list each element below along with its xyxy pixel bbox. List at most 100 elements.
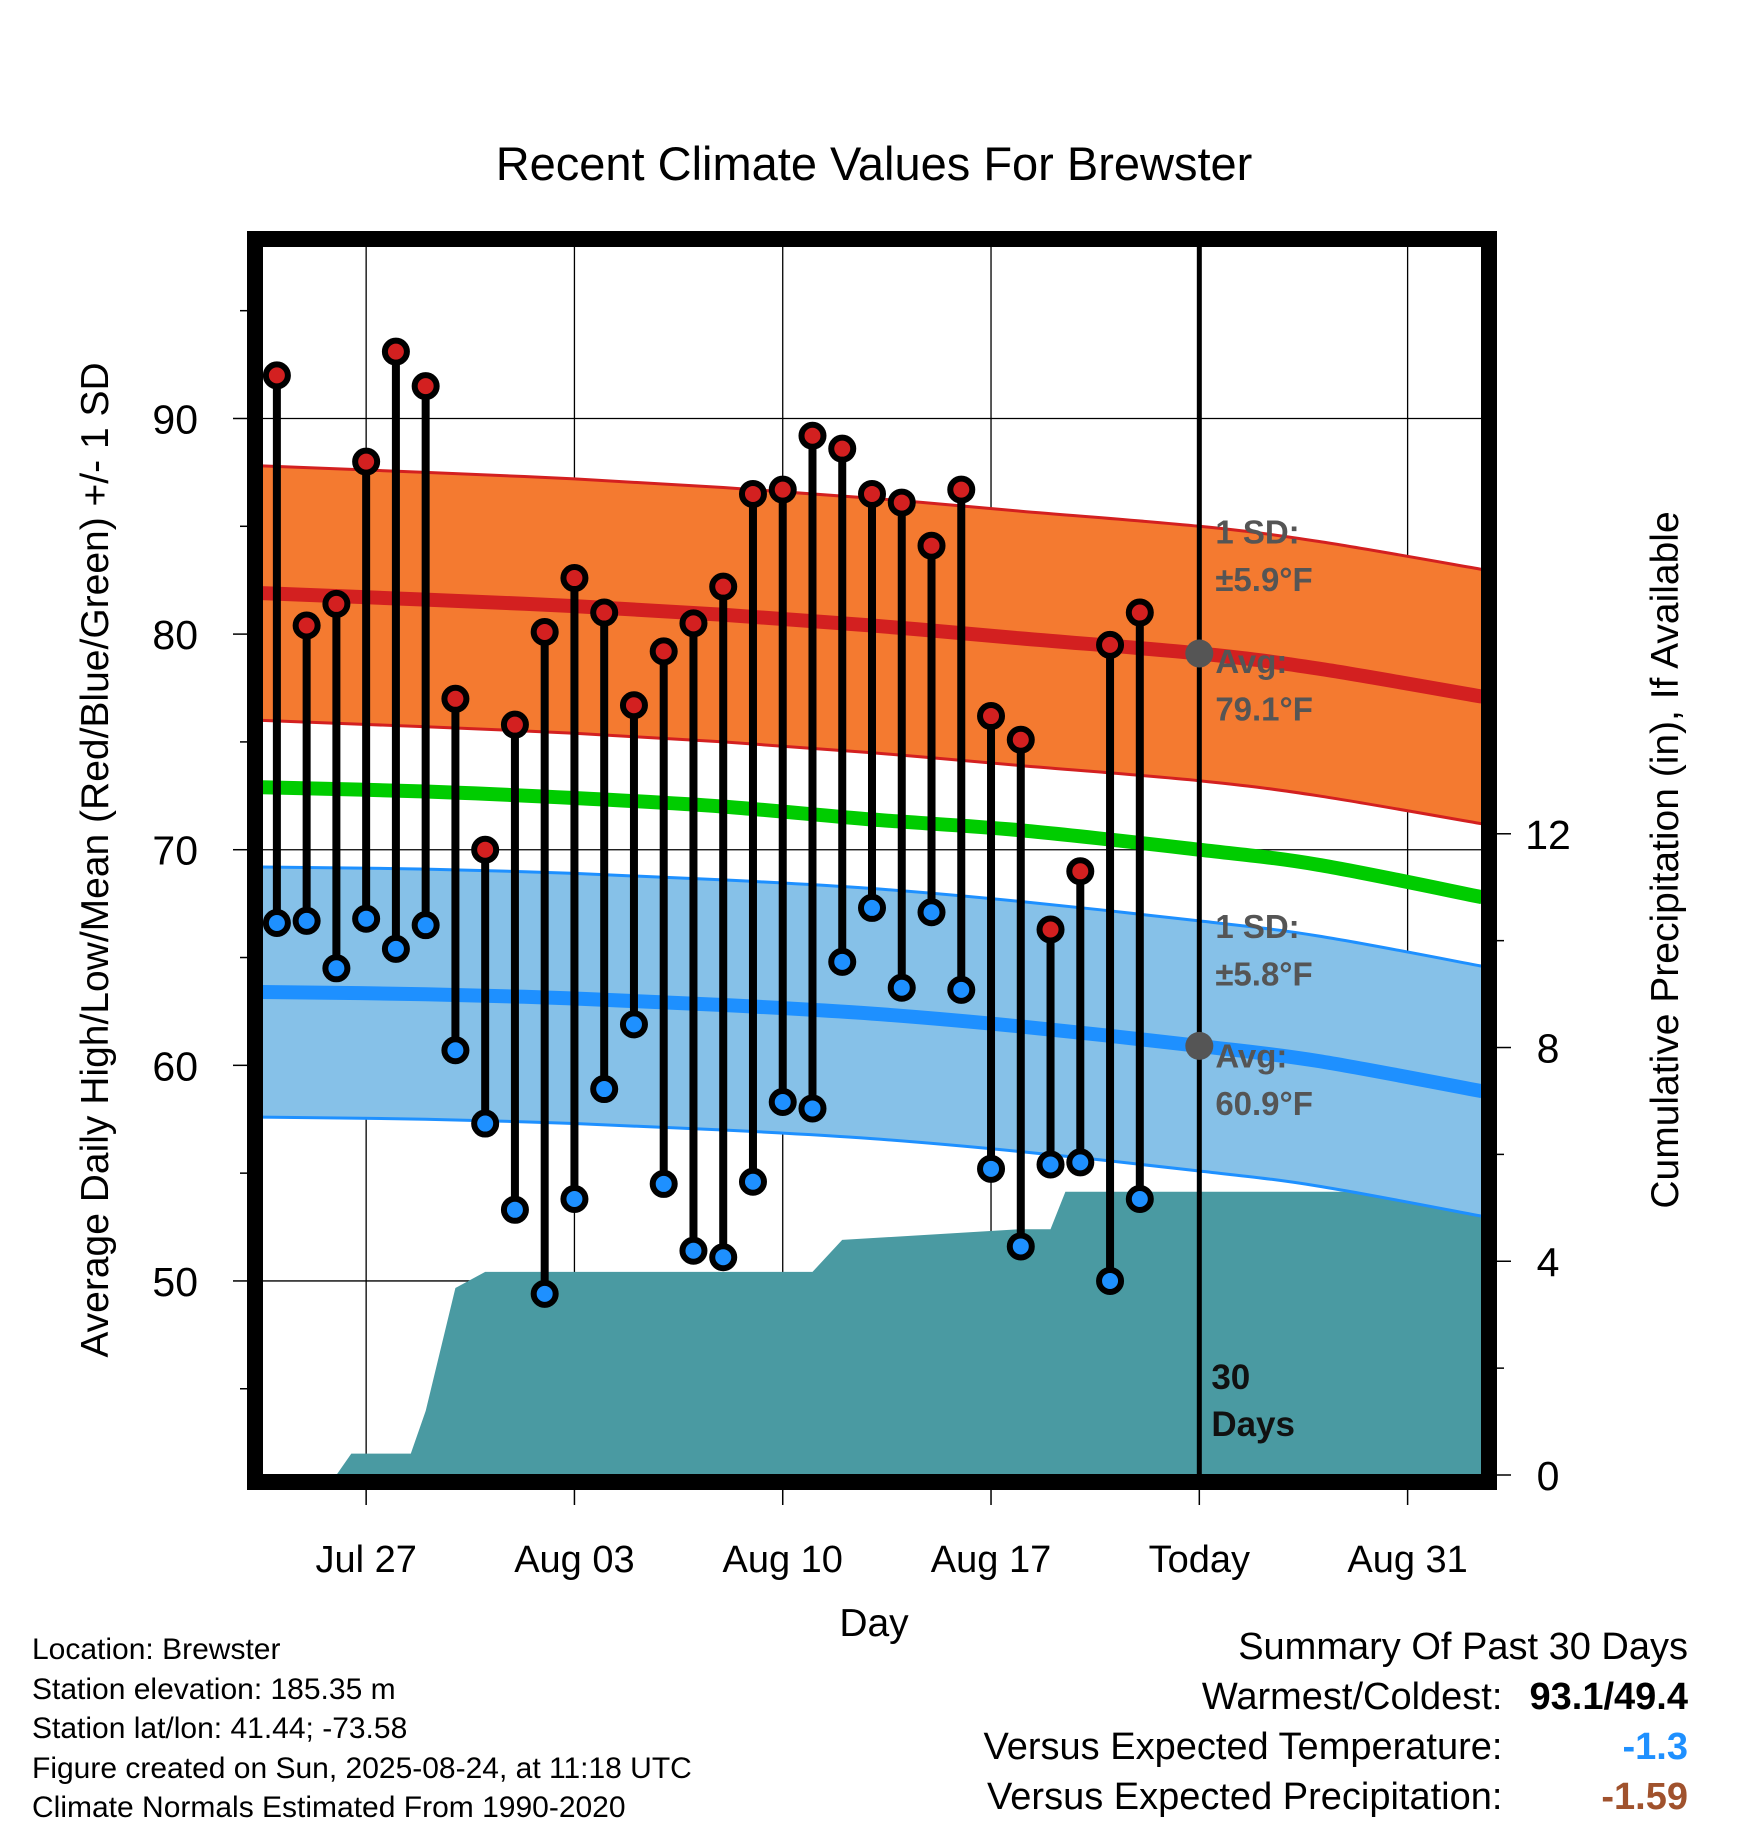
high-point-8 bbox=[471, 835, 500, 864]
y-tick-label-70: 70 bbox=[152, 828, 198, 874]
temp-label: Versus Expected Temperature: bbox=[983, 1726, 1503, 1768]
y2-tick-label-8: 8 bbox=[1537, 1026, 1560, 1072]
x-tick-label-aug-10: Aug 10 bbox=[723, 1539, 843, 1581]
low-point-29 bbox=[1096, 1266, 1125, 1295]
y2-tick-label-0: 0 bbox=[1537, 1453, 1560, 1499]
precip-area bbox=[262, 1191, 1482, 1475]
high-point-27 bbox=[1036, 915, 1065, 944]
high-point-15 bbox=[679, 609, 708, 638]
high-avg-label: Avg: bbox=[1215, 643, 1287, 680]
low-point-25 bbox=[977, 1154, 1006, 1183]
high-point-12 bbox=[590, 598, 619, 627]
low-normal-line bbox=[261, 985, 1484, 1099]
low-point-13 bbox=[619, 1010, 648, 1039]
warm-cold-value: 93.1/49.4 bbox=[1529, 1676, 1688, 1718]
low-point-12 bbox=[590, 1075, 619, 1104]
low-point-6 bbox=[411, 911, 440, 940]
high-point-3 bbox=[322, 589, 351, 618]
high-point-26 bbox=[1006, 725, 1035, 754]
today-high-normal-dot bbox=[1185, 639, 1214, 668]
low-avg-value: 60.9°F bbox=[1215, 1085, 1313, 1122]
high-point-17 bbox=[738, 479, 767, 508]
low-point-4 bbox=[352, 904, 381, 933]
precipitation-area bbox=[262, 1191, 1482, 1475]
high-point-16 bbox=[709, 572, 738, 601]
low-point-17 bbox=[738, 1167, 767, 1196]
y2-axis-label: Cumulative Precipitation (in), If Availa… bbox=[1644, 511, 1687, 1208]
low-sd-value: ±5.8°F bbox=[1215, 956, 1312, 993]
high-point-18 bbox=[768, 475, 797, 504]
low-sd-label: 1 SD: bbox=[1215, 908, 1299, 945]
latlon-text: Station lat/lon: 41.44; -73.58 bbox=[32, 1712, 408, 1745]
low-point-22 bbox=[887, 973, 916, 1002]
high-point-19 bbox=[798, 421, 827, 450]
high-point-1 bbox=[262, 361, 291, 390]
summary-precip: Versus Expected Precipitation: -1.59 bbox=[984, 1772, 1688, 1822]
high-point-24 bbox=[947, 475, 976, 504]
high-point-23 bbox=[917, 531, 946, 560]
low-point-26 bbox=[1006, 1232, 1035, 1261]
high-sd-value: ±5.9°F bbox=[1215, 561, 1312, 598]
plot-frame bbox=[247, 231, 1497, 1490]
x-tick-label-aug-17: Aug 17 bbox=[931, 1539, 1051, 1581]
y-tick-label-80: 80 bbox=[152, 612, 198, 658]
low-point-20 bbox=[828, 947, 857, 976]
high-point-25 bbox=[977, 702, 1006, 731]
low-point-15 bbox=[679, 1236, 708, 1265]
y-tick-label-90: 90 bbox=[152, 396, 198, 442]
normals-text: Climate Normals Estimated From 1990-2020 bbox=[32, 1791, 626, 1824]
y2-tick-label-4: 4 bbox=[1537, 1239, 1560, 1285]
high-point-6 bbox=[411, 372, 440, 401]
summary-title: Summary Of Past 30 Days bbox=[1238, 1626, 1688, 1668]
high-sd-label: 1 SD: bbox=[1215, 514, 1299, 551]
x-axis-label: Day bbox=[839, 1602, 909, 1645]
low-point-18 bbox=[768, 1087, 797, 1116]
high-point-5 bbox=[381, 337, 410, 366]
today-low-normal-dot bbox=[1185, 1031, 1214, 1060]
low-point-9 bbox=[500, 1195, 529, 1224]
high-point-4 bbox=[352, 447, 381, 476]
y2-tick-label-12: 12 bbox=[1525, 812, 1571, 858]
low-point-2 bbox=[292, 906, 321, 935]
y-axis: 50 60 70 80 90 bbox=[152, 309, 247, 1390]
annotations: 1 SD: ±5.9°F Avg: 79.1°F 1 SD: ±5.8°F Avg: 60.9… bbox=[1211, 514, 1313, 1445]
x-tick-label-jul-27: Jul 27 bbox=[315, 1539, 416, 1581]
low-point-8 bbox=[471, 1109, 500, 1138]
precip-label: Versus Expected Precipitation: bbox=[987, 1776, 1503, 1818]
low-point-21 bbox=[858, 893, 886, 922]
high-point-20 bbox=[828, 434, 857, 463]
low-point-23 bbox=[917, 898, 946, 927]
y-axis-label: Average Daily High/Low/Mean (Red/Blue/Gr… bbox=[74, 362, 117, 1357]
y2-axis: 0 4 8 12 bbox=[1497, 812, 1571, 1499]
low-avg-label: Avg: bbox=[1215, 1037, 1287, 1074]
low-sd-band bbox=[262, 867, 1482, 1217]
x-axis: Jul 27 Aug 03 Aug 10 Aug 17 Today Aug 31 bbox=[315, 1490, 1468, 1581]
low-point-27 bbox=[1036, 1150, 1065, 1179]
daily-range-bars bbox=[262, 337, 1154, 1308]
low-point-30 bbox=[1125, 1185, 1154, 1214]
x-tick-label-aug-31: Aug 31 bbox=[1347, 1539, 1467, 1581]
high-point-2 bbox=[292, 611, 321, 640]
high-point-9 bbox=[500, 710, 529, 739]
summary-temp: Versus Expected Temperature: -1.3 bbox=[984, 1722, 1688, 1772]
low-point-10 bbox=[530, 1279, 559, 1308]
days-count-label: 30 bbox=[1211, 1358, 1250, 1397]
low-point-14 bbox=[649, 1169, 678, 1198]
temp-value: -1.3 bbox=[1622, 1726, 1688, 1768]
station-info: Location: Brewster Station elevation: 18… bbox=[32, 1630, 692, 1828]
low-point-16 bbox=[709, 1243, 738, 1272]
low-point-19 bbox=[798, 1094, 827, 1123]
low-point-3 bbox=[322, 954, 351, 983]
summary-warm-cold: Warmest/Coldest: 93.1/49.4 bbox=[984, 1672, 1688, 1722]
low-point-28 bbox=[1066, 1148, 1095, 1177]
high-point-30 bbox=[1125, 598, 1154, 627]
low-point-7 bbox=[441, 1036, 470, 1065]
low-point-24 bbox=[947, 975, 976, 1004]
high-point-22 bbox=[887, 488, 916, 517]
high-point-14 bbox=[649, 637, 678, 666]
high-avg-value: 79.1°F bbox=[1215, 690, 1313, 727]
plot-border bbox=[247, 231, 1497, 1490]
y-tick-label-50: 50 bbox=[152, 1259, 198, 1305]
chart-title: Recent Climate Values For Brewster bbox=[496, 137, 1253, 190]
